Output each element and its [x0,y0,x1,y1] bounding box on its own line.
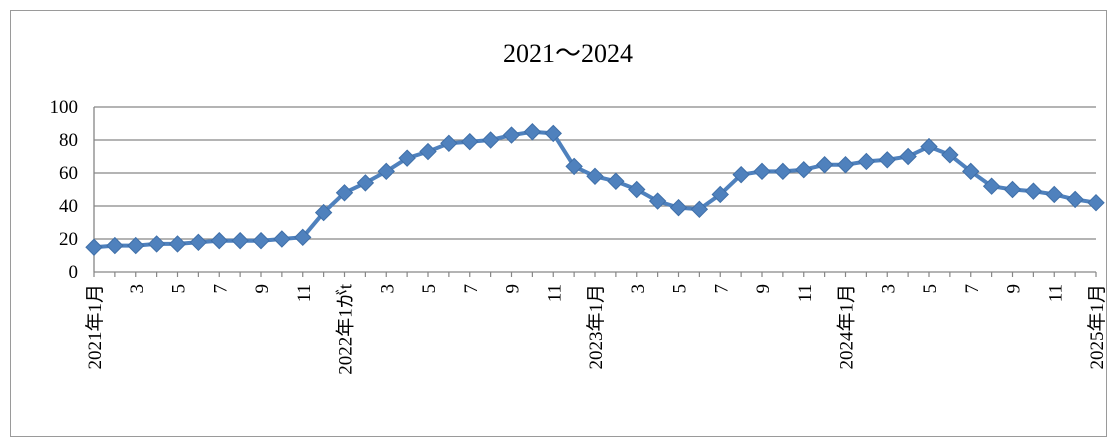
x-tick-label: 3 [127,284,148,294]
series-line [93,129,1097,250]
y-tick-label: 80 [59,130,78,151]
x-tick-label: 2025年1月 [1086,284,1108,370]
x-axis-ticks: 2021年1月 3 5 7 9 11 2022年1がt 3 5 7 9 11 2023年1月 3 5 7 9 11… [84,283,1108,375]
data-point-marker [335,184,354,202]
x-tick-label: 2023年1月 [585,284,607,370]
y-tick-label: 0 [69,262,79,283]
data-point-marker [294,228,312,247]
x-tick-label: 7 [711,284,732,294]
x-tick-label: 11 [544,284,565,302]
data-point-marker [669,198,688,217]
data-point-marker [920,137,938,156]
x-tick-label: 3 [628,284,649,294]
data-point-marker [857,152,876,171]
x-tick-label: 7 [210,284,231,294]
data-point-marker [1087,193,1105,212]
data-point-marker [795,160,813,179]
data-point-marker [1003,180,1022,199]
x-tick-label: 5 [920,284,941,294]
x-tick-label: 5 [169,284,190,294]
gridlines [94,106,1096,273]
data-point-marker [231,231,249,250]
x-tick-label: 9 [252,284,273,294]
y-tick-label: 100 [50,97,79,118]
data-point-marker [690,200,709,219]
data-point-marker [962,162,980,181]
data-point-marker [878,151,896,169]
data-point-marker [106,236,124,255]
data-point-marker [982,177,1001,195]
data-point-marker [648,192,667,210]
data-point-marker [711,185,729,204]
x-tick-label: 7 [962,284,983,294]
data-point-marker [210,231,228,250]
data-point-marker [461,132,479,151]
data-point-marker [586,167,604,186]
data-point-marker [836,156,855,174]
data-point-marker [440,134,458,153]
x-tick-label: 11 [1045,284,1066,302]
x-axis [93,107,1097,277]
y-tick-label: 60 [59,163,78,184]
x-tick-label: 5 [419,284,440,294]
series-markers [85,123,1105,256]
x-tick-label: 7 [461,284,482,294]
data-point-marker [314,203,333,222]
data-point-marker [168,235,187,253]
data-point-marker [273,230,291,248]
data-point-marker [1045,185,1063,204]
data-point-marker [147,235,166,253]
x-tick-label: 5 [670,284,691,294]
data-point-marker [899,147,917,166]
x-tick-label: 2022年1がt [335,283,357,375]
data-point-marker [356,174,375,192]
data-point-marker [628,180,646,199]
data-point-marker [607,172,625,190]
series-line-path [93,129,1097,250]
data-point-marker [85,238,103,256]
data-point-marker [252,231,270,250]
x-tick-label: 9 [1004,284,1025,294]
x-tick-label: 9 [753,284,774,294]
x-tick-label: 3 [377,284,398,294]
data-point-marker [941,146,959,164]
data-point-marker [127,236,145,255]
data-point-marker [732,165,750,184]
x-tick-label: 3 [878,284,899,294]
x-tick-label: 2024年1月 [836,284,858,370]
data-point-marker [502,126,521,144]
y-axis-ticks: 0 20 40 60 80 100 [50,97,79,283]
x-tick-label: 11 [294,284,315,302]
data-point-marker [1024,182,1043,200]
y-tick-label: 40 [59,196,78,217]
chart-title: 2021～2024 [503,39,633,68]
data-point-marker [815,156,834,174]
data-point-marker [523,123,542,141]
x-tick-label: 11 [795,284,816,302]
data-point-marker [189,233,208,252]
x-tick-label: 9 [503,284,524,294]
data-point-marker [419,142,437,161]
data-point-marker [398,149,416,167]
data-point-marker [1066,190,1084,209]
y-tick-label: 20 [59,229,78,250]
data-point-marker [377,162,395,181]
x-tick-label: 2021年1月 [84,284,106,370]
data-point-marker [753,162,771,181]
data-point-marker [774,162,792,181]
data-point-marker [544,124,562,143]
data-point-marker [481,131,500,149]
data-point-marker [565,157,583,176]
chart-frame [10,10,1107,437]
